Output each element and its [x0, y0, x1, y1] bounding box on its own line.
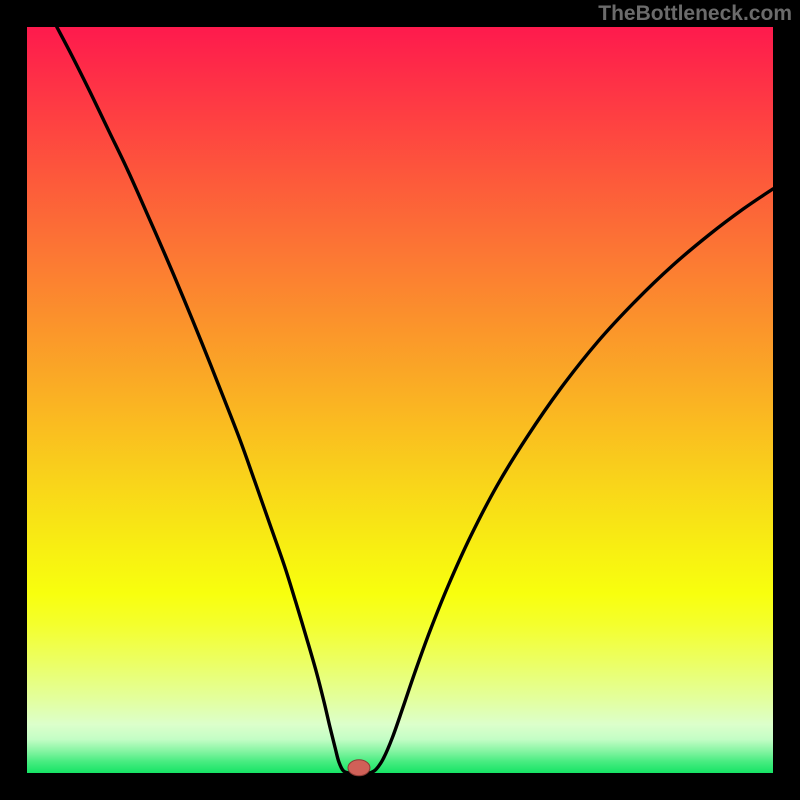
watermark-text: TheBottleneck.com — [598, 2, 792, 26]
minimum-marker — [348, 760, 370, 776]
plot-background-gradient — [27, 27, 773, 773]
chart-svg — [0, 0, 800, 800]
bottleneck-chart: TheBottleneck.com — [0, 0, 800, 800]
